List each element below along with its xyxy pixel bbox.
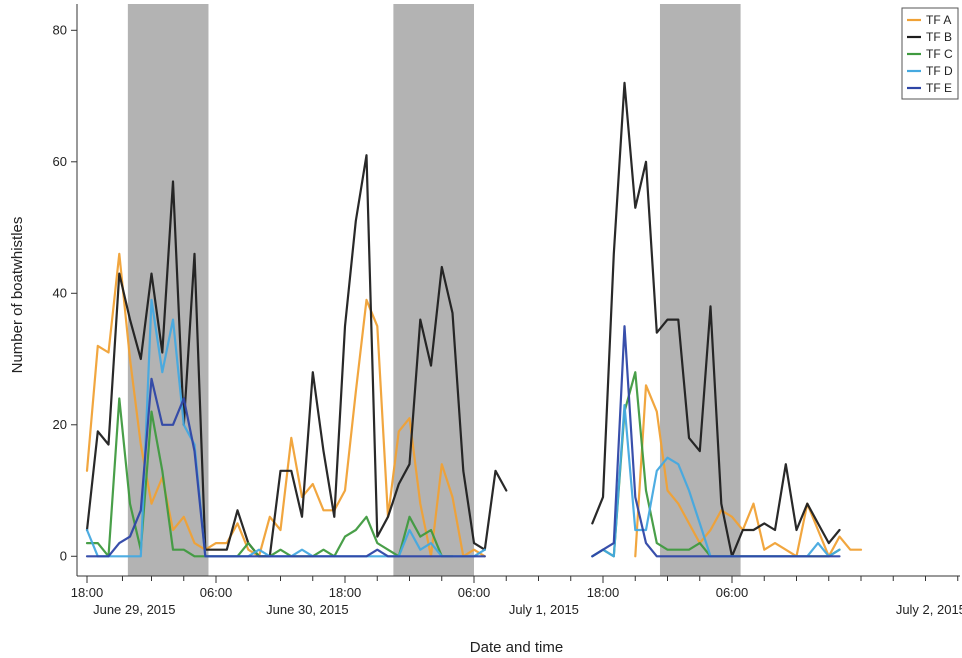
y-tick-label: 0: [60, 548, 67, 563]
x-tick-label: 18:00: [71, 585, 104, 600]
series-line-tf-a-seg-1: [85, 252, 486, 558]
legend-label: TF B: [926, 30, 952, 44]
legend-label: TF E: [926, 81, 952, 95]
series-line-tf-b-seg-1: [85, 154, 508, 558]
x-tick-label: 06:00: [458, 585, 491, 600]
legend: TF A TF B TF C TF D TF E: [901, 7, 959, 100]
night-band-2: [393, 4, 474, 576]
y-tick-label: 80: [53, 22, 67, 37]
series-line-tf-e-seg-2: [591, 325, 841, 558]
y-tick-label: 20: [53, 417, 67, 432]
x-axis-title: Date and time: [470, 639, 563, 656]
series-line-tf-e-seg-1: [85, 377, 486, 558]
y-tick-label: 40: [53, 285, 67, 300]
legend-label: TF D: [926, 64, 953, 78]
series-layer: [85, 81, 863, 558]
night-shading-layer: [127, 4, 741, 576]
x-date-label: July 2, 2015: [896, 602, 962, 617]
night-band-3: [659, 4, 741, 576]
y-tick-label: 60: [53, 154, 67, 169]
axes-layer: [76, 4, 960, 577]
x-tick-label: 06:00: [716, 585, 749, 600]
series-line-tf-b-seg-2: [591, 81, 841, 558]
legend-label: TF C: [926, 47, 953, 61]
ticks-layer: 0 20 40 60 80 18:00 06:00 18:00 06:00 18:00 06:00 J…: [53, 22, 962, 617]
x-tick-label: 18:00: [329, 585, 362, 600]
y-axis-title: Number of boatwhistles: [9, 217, 26, 374]
x-date-label: June 29, 2015: [93, 602, 175, 617]
legend-label: TF A: [926, 13, 951, 27]
x-date-label: July 1, 2015: [509, 602, 579, 617]
x-tick-label: 06:00: [200, 585, 233, 600]
x-date-label: June 30, 2015: [266, 602, 348, 617]
series-line-tf-a-seg-2: [634, 384, 863, 558]
x-tick-label: 18:00: [587, 585, 620, 600]
